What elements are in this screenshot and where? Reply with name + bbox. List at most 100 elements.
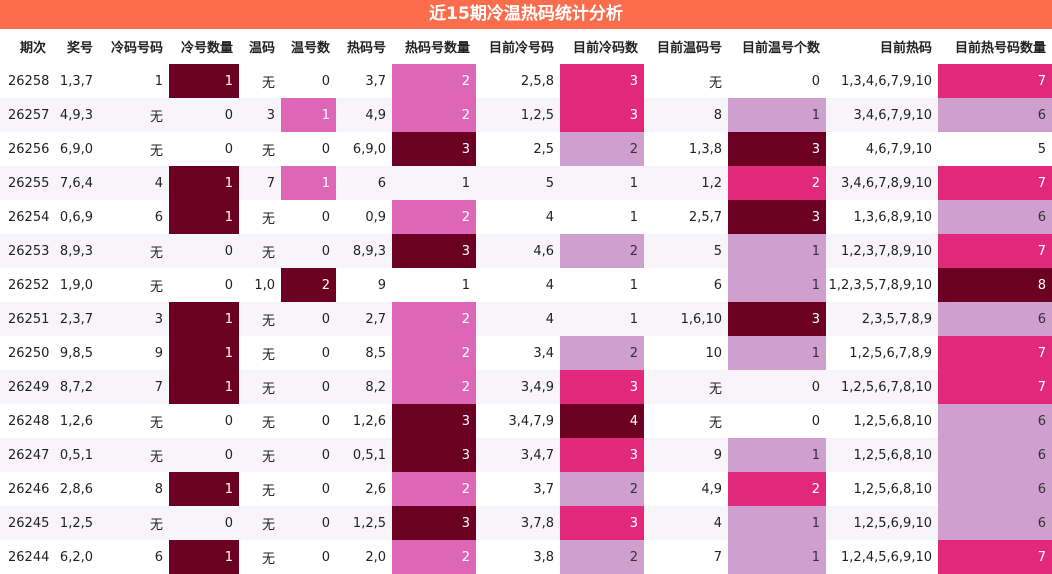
current-warm-count-cell: 1 bbox=[728, 98, 826, 132]
cold-codes-cell: 无 bbox=[99, 234, 169, 268]
cold-codes-cell: 1 bbox=[99, 64, 169, 98]
header-period: 期次 bbox=[0, 29, 55, 64]
cold-count-cell: 1 bbox=[169, 64, 239, 98]
header-row: 期次 奖号 冷码号码 冷号数量 温码 温号数 热码号 热码号数量 目前冷号码 目… bbox=[0, 29, 1052, 64]
current-hot-codes-cell: 3,4,6,7,8,9,10 bbox=[826, 166, 938, 200]
current-cold-codes-cell: 3,4,9 bbox=[476, 370, 560, 404]
warm-codes-cell: 无 bbox=[239, 540, 281, 574]
table-row: 26250 9,8,5 9 1 无 0 8,5 2 3,4 2 10 1 1,2,5,6,7,8,9 7 bbox=[0, 336, 1052, 370]
hot-count-cell: 3 bbox=[392, 438, 476, 472]
winning-number-cell: 0,6,9 bbox=[55, 200, 99, 234]
warm-count-cell: 0 bbox=[281, 200, 336, 234]
warm-codes-cell: 无 bbox=[239, 472, 281, 506]
warm-count-cell: 1 bbox=[281, 166, 336, 200]
current-warm-codes-cell: 6 bbox=[644, 268, 728, 302]
hot-codes-cell: 8,5 bbox=[336, 336, 392, 370]
cold-count-cell: 1 bbox=[169, 540, 239, 574]
current-cold-count-cell: 3 bbox=[560, 64, 644, 98]
header-warm-codes: 温码 bbox=[239, 29, 281, 64]
table-row: 26255 7,6,4 4 1 7 1 6 1 5 1 1,2 2 3,4,6,7,8,9,10 7 bbox=[0, 166, 1052, 200]
current-cold-codes-cell: 3,8 bbox=[476, 540, 560, 574]
cold-codes-cell: 9 bbox=[99, 336, 169, 370]
table-row: 26253 8,9,3 无 0 无 0 8,9,3 3 4,6 2 5 1 1,2,3,7,8,9,10… bbox=[0, 234, 1052, 268]
hot-count-cell: 2 bbox=[392, 472, 476, 506]
current-cold-count-cell: 2 bbox=[560, 472, 644, 506]
warm-codes-cell: 无 bbox=[239, 234, 281, 268]
current-hot-count-cell: 7 bbox=[938, 540, 1052, 574]
hot-count-cell: 2 bbox=[392, 302, 476, 336]
current-warm-count-cell: 1 bbox=[728, 234, 826, 268]
hot-codes-cell: 6 bbox=[336, 166, 392, 200]
warm-codes-cell: 7 bbox=[239, 166, 281, 200]
current-hot-count-cell: 7 bbox=[938, 64, 1052, 98]
cold-codes-cell: 4 bbox=[99, 166, 169, 200]
header-warm-count: 温号数 bbox=[281, 29, 336, 64]
warm-codes-cell: 无 bbox=[239, 506, 281, 540]
hot-count-cell: 2 bbox=[392, 64, 476, 98]
current-warm-codes-cell: 1,3,8 bbox=[644, 132, 728, 166]
winning-number-cell: 9,8,5 bbox=[55, 336, 99, 370]
period-cell: 26250 bbox=[0, 336, 55, 370]
current-warm-count-cell: 1 bbox=[728, 268, 826, 302]
current-cold-codes-cell: 3,7,8 bbox=[476, 506, 560, 540]
current-hot-codes-cell: 1,2,4,5,6,9,10 bbox=[826, 540, 938, 574]
current-cold-count-cell: 2 bbox=[560, 132, 644, 166]
current-warm-count-cell: 1 bbox=[728, 438, 826, 472]
warm-count-cell: 2 bbox=[281, 268, 336, 302]
table-row: 26249 8,7,2 7 1 无 0 8,2 2 3,4,9 3 无 0 1,2,5,6,7,8,10… bbox=[0, 370, 1052, 404]
cold-count-cell: 0 bbox=[169, 438, 239, 472]
current-hot-codes-cell: 1,2,5,6,9,10 bbox=[826, 506, 938, 540]
current-hot-codes-cell: 4,6,7,9,10 bbox=[826, 132, 938, 166]
cold-codes-cell: 8 bbox=[99, 472, 169, 506]
current-hot-count-cell: 6 bbox=[938, 438, 1052, 472]
cold-count-cell: 1 bbox=[169, 302, 239, 336]
current-warm-count-cell: 2 bbox=[728, 166, 826, 200]
current-warm-codes-cell: 4 bbox=[644, 506, 728, 540]
header-current-cold-count: 目前冷码数 bbox=[560, 29, 644, 64]
current-cold-codes-cell: 3,4,7 bbox=[476, 438, 560, 472]
warm-codes-cell: 无 bbox=[239, 370, 281, 404]
warm-count-cell: 0 bbox=[281, 302, 336, 336]
warm-count-cell: 1 bbox=[281, 98, 336, 132]
cold-codes-cell: 无 bbox=[99, 268, 169, 302]
current-cold-count-cell: 1 bbox=[560, 166, 644, 200]
current-hot-codes-cell: 1,2,5,6,8,10 bbox=[826, 472, 938, 506]
current-warm-codes-cell: 8 bbox=[644, 98, 728, 132]
cold-count-cell: 1 bbox=[169, 200, 239, 234]
current-cold-codes-cell: 5 bbox=[476, 166, 560, 200]
warm-codes-cell: 无 bbox=[239, 336, 281, 370]
cold-count-cell: 1 bbox=[169, 370, 239, 404]
period-cell: 26249 bbox=[0, 370, 55, 404]
period-cell: 26255 bbox=[0, 166, 55, 200]
current-hot-count-cell: 6 bbox=[938, 472, 1052, 506]
warm-codes-cell: 无 bbox=[239, 132, 281, 166]
cold-count-cell: 0 bbox=[169, 234, 239, 268]
current-cold-count-cell: 1 bbox=[560, 268, 644, 302]
current-cold-codes-cell: 2,5,8 bbox=[476, 64, 560, 98]
table-row: 26247 0,5,1 无 0 无 0 0,5,1 3 3,4,7 3 9 1 1,2,5,6,8,10… bbox=[0, 438, 1052, 472]
hot-codes-cell: 1,2,6 bbox=[336, 404, 392, 438]
current-warm-codes-cell: 1,6,10 bbox=[644, 302, 728, 336]
current-warm-count-cell: 0 bbox=[728, 370, 826, 404]
header-current-hot-count: 目前热号码数量 bbox=[938, 29, 1052, 64]
current-cold-count-cell: 2 bbox=[560, 540, 644, 574]
hot-count-cell: 2 bbox=[392, 370, 476, 404]
table-row: 26244 6,2,0 6 1 无 0 2,0 2 3,8 2 7 1 1,2,4,5,6,9,10 7 bbox=[0, 540, 1052, 574]
cold-count-cell: 0 bbox=[169, 132, 239, 166]
warm-codes-cell: 无 bbox=[239, 302, 281, 336]
header-cold-codes: 冷码号码 bbox=[99, 29, 169, 64]
period-cell: 26256 bbox=[0, 132, 55, 166]
period-cell: 26251 bbox=[0, 302, 55, 336]
cold-codes-cell: 无 bbox=[99, 404, 169, 438]
hot-codes-cell: 0,5,1 bbox=[336, 438, 392, 472]
hot-count-cell: 3 bbox=[392, 506, 476, 540]
table-row: 26246 2,8,6 8 1 无 0 2,6 2 3,7 2 4,9 2 1,2,5,6,8,10 6 bbox=[0, 472, 1052, 506]
current-warm-count-cell: 3 bbox=[728, 200, 826, 234]
header-winning-number: 奖号 bbox=[55, 29, 99, 64]
current-hot-count-cell: 6 bbox=[938, 302, 1052, 336]
hot-count-cell: 2 bbox=[392, 200, 476, 234]
current-cold-count-cell: 3 bbox=[560, 438, 644, 472]
current-hot-codes-cell: 1,2,3,5,7,8,9,10 bbox=[826, 268, 938, 302]
current-warm-count-cell: 3 bbox=[728, 132, 826, 166]
cold-codes-cell: 3 bbox=[99, 302, 169, 336]
